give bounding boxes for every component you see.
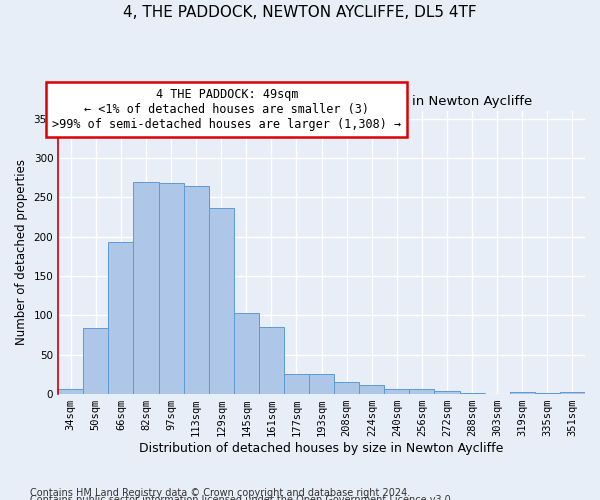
Bar — [284, 374, 309, 394]
Bar — [434, 391, 460, 394]
Bar — [385, 388, 409, 394]
Bar — [334, 382, 359, 394]
Title: Size of property relative to detached houses in Newton Aycliffe: Size of property relative to detached ho… — [111, 95, 532, 108]
Bar — [409, 390, 434, 394]
Y-axis label: Number of detached properties: Number of detached properties — [15, 160, 28, 346]
Bar — [209, 208, 234, 394]
Bar — [359, 384, 385, 394]
X-axis label: Distribution of detached houses by size in Newton Aycliffe: Distribution of detached houses by size … — [139, 442, 504, 455]
Text: 4 THE PADDOCK: 49sqm
← <1% of detached houses are smaller (3)
>99% of semi-detac: 4 THE PADDOCK: 49sqm ← <1% of detached h… — [52, 88, 401, 131]
Bar — [158, 183, 184, 394]
Bar — [460, 392, 485, 394]
Text: Contains public sector information licensed under the Open Government Licence v3: Contains public sector information licen… — [30, 495, 454, 500]
Bar — [259, 327, 284, 394]
Bar — [510, 392, 535, 394]
Text: 4, THE PADDOCK, NEWTON AYCLIFFE, DL5 4TF: 4, THE PADDOCK, NEWTON AYCLIFFE, DL5 4TF — [123, 5, 477, 20]
Bar — [83, 328, 109, 394]
Bar — [309, 374, 334, 394]
Bar — [58, 390, 83, 394]
Bar — [184, 186, 209, 394]
Text: Contains HM Land Registry data © Crown copyright and database right 2024.: Contains HM Land Registry data © Crown c… — [30, 488, 410, 498]
Bar — [133, 182, 158, 394]
Bar — [109, 242, 133, 394]
Bar — [234, 313, 259, 394]
Bar — [535, 392, 560, 394]
Bar — [560, 392, 585, 394]
